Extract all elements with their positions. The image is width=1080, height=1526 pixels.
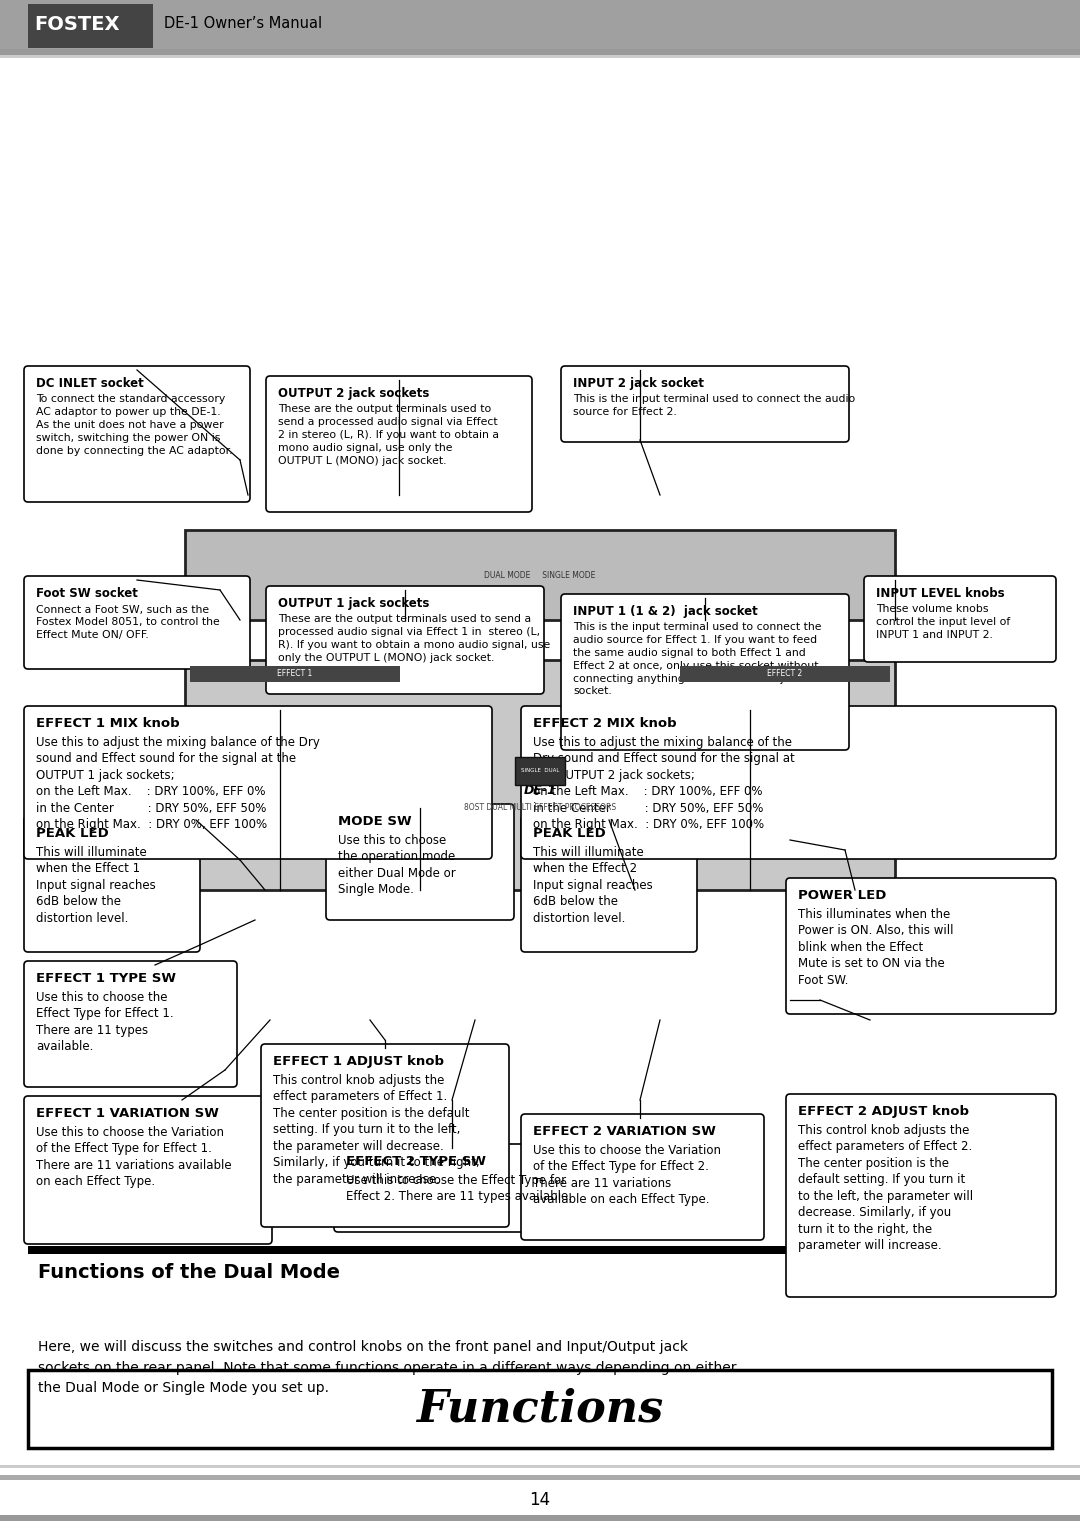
FancyBboxPatch shape (266, 375, 532, 513)
Text: Foot SW socket: Foot SW socket (36, 588, 138, 600)
FancyBboxPatch shape (24, 707, 492, 859)
Text: DUAL MODE     SINGLE MODE: DUAL MODE SINGLE MODE (484, 571, 596, 580)
Text: POWER LED: POWER LED (798, 890, 887, 902)
Text: These volume knobs
control the input level of
INPUT 1 and INPUT 2.: These volume knobs control the input lev… (876, 604, 1010, 639)
Bar (28, 1370, 1052, 1448)
FancyBboxPatch shape (266, 586, 544, 694)
FancyBboxPatch shape (24, 1096, 272, 1244)
Text: EFFECT 1 ADJUST knob: EFFECT 1 ADJUST knob (273, 1054, 444, 1068)
Text: EFFECT 2 VARIATION SW: EFFECT 2 VARIATION SW (534, 1125, 716, 1138)
Bar (0, 1515, 1080, 1521)
Text: This illuminates when the
Power is ON. Also, this will
blink when the Effect
Mut: This illuminates when the Power is ON. A… (798, 908, 954, 987)
Bar (680, 665, 890, 682)
Text: To connect the standard accessory
AC adaptor to power up the DE-1.
As the unit d: To connect the standard accessory AC ada… (36, 395, 232, 456)
Bar (515, 757, 565, 784)
Text: OUTPUT 1 jack sockets: OUTPUT 1 jack sockets (278, 597, 430, 610)
Text: INPUT 1 (1 & 2)  jack socket: INPUT 1 (1 & 2) jack socket (573, 604, 758, 618)
Text: Functions: Functions (417, 1387, 663, 1430)
FancyBboxPatch shape (334, 1144, 572, 1231)
Text: EFFECT 1 TYPE SW: EFFECT 1 TYPE SW (36, 972, 176, 984)
FancyBboxPatch shape (326, 804, 514, 920)
Text: 8OST DUAL MULTI EFFECT PROCESSORS: 8OST DUAL MULTI EFFECT PROCESSORS (464, 803, 616, 812)
Bar (28, 1247, 1052, 1254)
Text: Connect a Foot SW, such as the
Fostex Model 8051, to control the
Effect Mute ON/: Connect a Foot SW, such as the Fostex Mo… (36, 604, 219, 639)
Bar (0, 1476, 1080, 1480)
Bar (0, 55, 1080, 58)
Text: Use this to choose
the operation mode
either Dual Mode or
Single Mode.: Use this to choose the operation mode ei… (338, 833, 456, 896)
Bar (0, 1465, 1080, 1468)
Text: SINGLE  DUAL: SINGLE DUAL (521, 768, 559, 772)
Bar (185, 661, 895, 890)
Text: 14: 14 (529, 1491, 551, 1509)
Text: INPUT 2 jack socket: INPUT 2 jack socket (573, 377, 704, 391)
Text: This control knob adjusts the
effect parameters of Effect 1.
The center position: This control knob adjusts the effect par… (273, 1074, 480, 1186)
FancyBboxPatch shape (521, 816, 697, 952)
Text: Use this to choose the Variation
of the Effect Type for Effect 2.
There are 11 v: Use this to choose the Variation of the … (534, 1144, 721, 1207)
FancyBboxPatch shape (561, 594, 849, 749)
Text: EFFECT 2 TYPE SW: EFFECT 2 TYPE SW (346, 1155, 486, 1167)
Text: DE-1: DE-1 (524, 783, 556, 797)
Text: INPUT LEVEL knobs: INPUT LEVEL knobs (876, 588, 1004, 600)
Text: EFFECT 2 MIX knob: EFFECT 2 MIX knob (534, 717, 677, 729)
Text: EFFECT 1 MIX knob: EFFECT 1 MIX knob (36, 717, 179, 729)
Text: DC INLET socket: DC INLET socket (36, 377, 144, 391)
Text: Functions of the Dual Mode: Functions of the Dual Mode (38, 1264, 340, 1282)
Text: PEAK LED: PEAK LED (36, 827, 109, 839)
FancyBboxPatch shape (521, 707, 1056, 859)
Bar (190, 665, 400, 682)
Bar (185, 530, 895, 620)
FancyBboxPatch shape (864, 575, 1056, 662)
Text: Use this to adjust the mixing balance of the
Dry sound and Effect sound for the : Use this to adjust the mixing balance of… (534, 736, 795, 832)
Text: These are the output terminals used to
send a processed audio signal via Effect
: These are the output terminals used to s… (278, 404, 499, 465)
FancyBboxPatch shape (261, 1044, 509, 1227)
Text: This control knob adjusts the
effect parameters of Effect 2.
The center position: This control knob adjusts the effect par… (798, 1125, 973, 1253)
FancyBboxPatch shape (561, 366, 849, 443)
Text: These are the output terminals used to send a
processed audio signal via Effect : These are the output terminals used to s… (278, 615, 550, 662)
Bar (0, 49, 1080, 55)
Text: This is the input terminal used to connect the audio
source for Effect 2.: This is the input terminal used to conne… (573, 395, 855, 417)
Text: This will illuminate
when the Effect 1
Input signal reaches
6dB below the
distor: This will illuminate when the Effect 1 I… (36, 845, 156, 925)
Text: This will illuminate
when the Effect 2
Input signal reaches
6dB below the
distor: This will illuminate when the Effect 2 I… (534, 845, 652, 925)
FancyBboxPatch shape (24, 961, 237, 1087)
Bar (28, 5, 153, 47)
Text: Use this to choose the Effect Type for
Effect 2. There are 11 types available.: Use this to choose the Effect Type for E… (346, 1173, 572, 1204)
FancyBboxPatch shape (521, 1114, 764, 1241)
Text: EFFECT 2: EFFECT 2 (768, 670, 802, 679)
Text: EFFECT 2 ADJUST knob: EFFECT 2 ADJUST knob (798, 1105, 969, 1119)
FancyBboxPatch shape (786, 1094, 1056, 1297)
Text: PEAK LED: PEAK LED (534, 827, 606, 839)
Text: Use this to choose the
Effect Type for Effect 1.
There are 11 types
available.: Use this to choose the Effect Type for E… (36, 990, 174, 1053)
FancyBboxPatch shape (786, 877, 1056, 1013)
Text: This is the input terminal used to connect the
audio source for Effect 1. If you: This is the input terminal used to conne… (573, 623, 822, 696)
Text: DE-1 Owner’s Manual: DE-1 Owner’s Manual (164, 17, 322, 32)
Text: Here, we will discuss the switches and control knobs on the front panel and Inpu: Here, we will discuss the switches and c… (38, 1340, 737, 1395)
Text: EFFECT 1: EFFECT 1 (278, 670, 312, 679)
FancyBboxPatch shape (24, 575, 249, 668)
Text: Use this to adjust the mixing balance of the Dry
sound and Effect sound for the : Use this to adjust the mixing balance of… (36, 736, 320, 832)
Text: Use this to choose the Variation
of the Effect Type for Effect 1.
There are 11 v: Use this to choose the Variation of the … (36, 1126, 231, 1189)
FancyBboxPatch shape (24, 366, 249, 502)
Bar (0, 0, 1080, 50)
Text: FOSTEX: FOSTEX (33, 15, 120, 34)
Text: EFFECT 1 VARIATION SW: EFFECT 1 VARIATION SW (36, 1106, 219, 1120)
Text: MODE SW: MODE SW (338, 815, 411, 829)
Text: FOSTEX: FOSTEX (515, 760, 565, 771)
Text: OUTPUT 2 jack sockets: OUTPUT 2 jack sockets (278, 388, 430, 400)
FancyBboxPatch shape (24, 816, 200, 952)
